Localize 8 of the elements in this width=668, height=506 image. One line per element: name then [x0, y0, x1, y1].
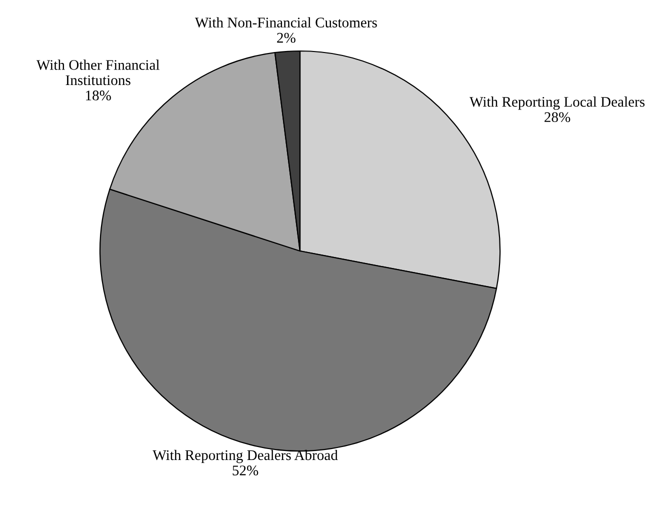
slice-label: With Non-Financial Customers: [194, 17, 377, 28]
slice-label: With Other Financial Institutions: [36, 60, 160, 86]
slice-label: With Reporting Dealers Abroad: [152, 450, 338, 464]
data-label: 18%: [86, 90, 111, 100]
data-label: 52%: [232, 466, 258, 476]
data-label: 28%: [544, 112, 570, 122]
data-label: 2%: [277, 32, 296, 43]
slice-label: With Reporting Local Dealers: [470, 96, 645, 110]
